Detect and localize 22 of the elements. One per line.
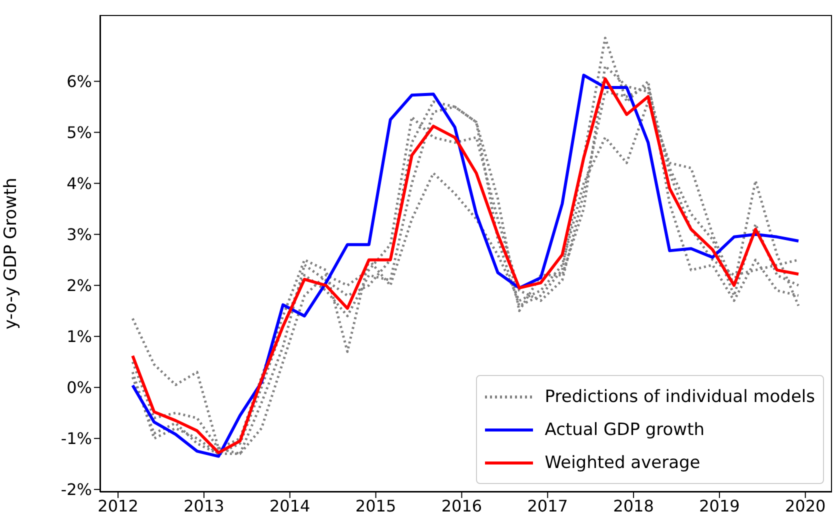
y-tick-label: 4% [66,174,92,194]
x-tick-label: 2015 [355,496,396,516]
legend-label: Predictions of individual models [544,386,815,406]
y-tick-label: 2% [66,276,92,296]
y-axis-title: y-o-y GDP Growth [1,178,22,330]
x-tick-label: 2012 [98,496,138,516]
legend-label: Weighted average [544,452,700,472]
x-tick-label: 2016 [441,496,482,516]
x-tick-label: 2017 [527,496,568,516]
y-tick-label: -1% [60,429,92,448]
y-tick-label: 3% [66,225,92,244]
x-tick-label: 2018 [613,496,654,516]
x-tick-label: 2013 [184,496,224,516]
x-tick-label: 2020 [785,496,826,516]
legend-label: Actual GDP growth [544,420,705,440]
y-tick-label: 6% [66,72,92,91]
y-tick-label: -2% [60,480,92,500]
y-tick-label: 1% [66,327,92,346]
y-tick-label: 5% [66,123,92,142]
x-tick-label: 2014 [270,496,310,516]
y-tick-label: 0% [66,378,92,398]
x-tick-label: 2019 [699,496,740,516]
